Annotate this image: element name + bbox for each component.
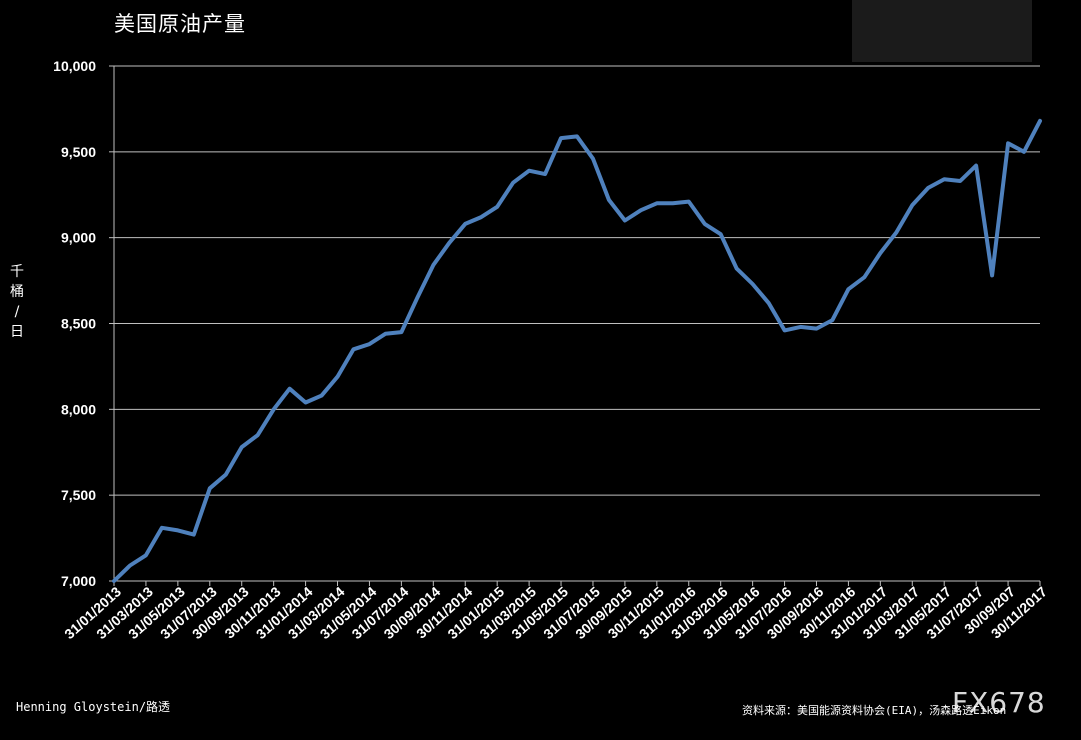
data-point: [129, 565, 131, 567]
data-point: [576, 135, 578, 137]
y-tick-label: 7,000: [61, 573, 96, 589]
y-tick-label: 8,500: [61, 316, 96, 332]
data-point: [736, 268, 738, 270]
y-axis-label-char: 桶: [10, 284, 24, 300]
data-point: [241, 446, 243, 448]
data-point: [784, 329, 786, 331]
data-point: [911, 204, 913, 206]
data-point: [416, 297, 418, 299]
data-point: [768, 302, 770, 304]
watermark-logo: FX678: [952, 686, 1046, 719]
chart-title: 美国原油产量: [114, 12, 246, 36]
data-point: [1039, 120, 1041, 122]
y-tick-label: 9,500: [61, 144, 96, 160]
data-point: [273, 408, 275, 410]
data-point: [608, 199, 610, 201]
data-point: [305, 401, 307, 403]
data-point: [879, 252, 881, 254]
axes: [109, 65, 1041, 586]
data-point: [257, 434, 259, 436]
y-tick-label: 10,000: [53, 58, 96, 74]
data-point: [847, 288, 849, 290]
data-point: [352, 348, 354, 350]
y-axis-label-char: 日: [10, 324, 24, 340]
data-point: [321, 395, 323, 397]
series-lines: [112, 118, 1042, 583]
data-point: [624, 220, 626, 221]
data-point: [368, 343, 370, 345]
data-point: [464, 223, 466, 225]
data-point: [384, 333, 386, 335]
data-point: [1007, 142, 1009, 144]
data-point: [337, 376, 339, 378]
y-axis-label: 千桶 / 日: [8, 262, 26, 342]
data-point: [831, 319, 833, 321]
data-point: [113, 580, 115, 582]
x-tick-labels: 31/01/201331/03/201331/05/201331/07/2013…: [61, 583, 1050, 642]
data-point: [895, 232, 897, 234]
data-point: [289, 388, 291, 390]
data-point: [480, 216, 482, 218]
data-point: [560, 137, 562, 139]
data-point: [193, 534, 195, 536]
data-point: [640, 209, 642, 211]
data-point: [720, 233, 722, 235]
data-point: [209, 487, 211, 489]
data-point: [656, 202, 658, 204]
data-point: [448, 242, 450, 244]
y-tick-label: 8,000: [61, 401, 96, 417]
data-point: [544, 173, 546, 175]
y-tick-label: 9,000: [61, 230, 96, 246]
data-point: [512, 182, 514, 184]
data-point: [959, 180, 961, 182]
data-point: [943, 178, 945, 180]
data-point: [225, 474, 227, 476]
data-point: [688, 201, 690, 203]
data-point: [752, 283, 754, 285]
series-line-production: [112, 118, 1042, 583]
data-point: [592, 158, 594, 160]
y-axis-label-char: 千: [10, 264, 24, 280]
y-tick-label: 7,500: [61, 487, 96, 503]
data-point: [1023, 151, 1025, 153]
data-point: [177, 529, 179, 531]
data-point: [400, 331, 402, 333]
data-point: [991, 274, 993, 276]
data-point: [704, 223, 706, 225]
y-axis-label-char: /: [14, 304, 20, 320]
grid-lines: [114, 65, 1040, 496]
data-point: [496, 206, 498, 208]
data-point: [161, 527, 163, 529]
data-point: [927, 187, 929, 189]
data-point: [800, 326, 802, 328]
author-credit: Henning Gloystein/路透: [16, 700, 171, 714]
data-point: [528, 170, 530, 172]
data-point: [863, 276, 865, 278]
y-tick-labels: 7,000 7,500 8,000 8,500 9,000 9,500 10,000: [53, 58, 96, 589]
dark-overlay-box: [852, 0, 1032, 62]
data-point: [815, 328, 817, 330]
data-point: [672, 202, 674, 204]
data-point: [145, 554, 147, 556]
data-point: [975, 165, 977, 167]
source-note: 资料来源：美国能源资料协会(EIA)，汤森路透Eikon: [742, 704, 1007, 717]
data-point: [432, 264, 434, 266]
